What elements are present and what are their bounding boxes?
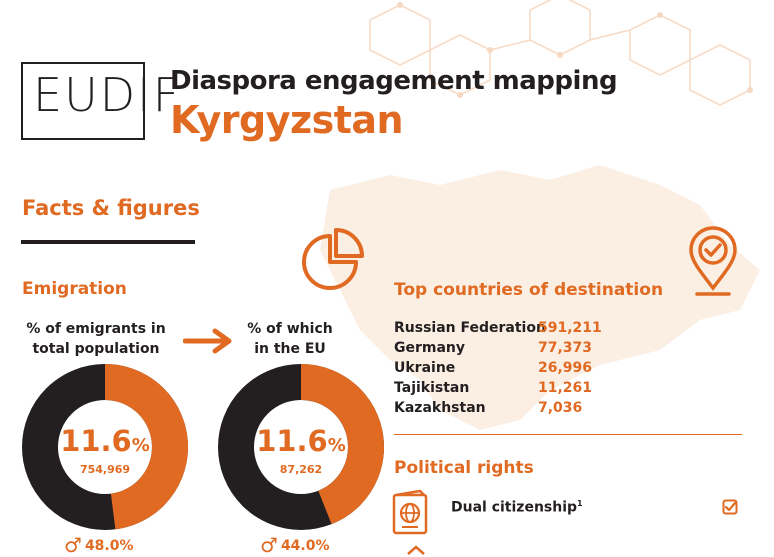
male-share-total: ♂ 48.0%: [64, 533, 134, 557]
destination-count: 77,373: [538, 340, 593, 356]
footnote-marker: 1: [577, 499, 583, 508]
destination-country: Tajikistan: [394, 380, 470, 396]
eu-label-line1: % of which: [247, 321, 333, 337]
page-title: Kyrgyzstan: [170, 98, 404, 142]
total-percent: 11.6%: [20, 424, 190, 458]
destination-count: 26,996: [538, 360, 593, 376]
destination-count: 591,211: [538, 320, 602, 336]
eu-share-label: % of which in the EU: [226, 319, 354, 359]
passport-icon: [392, 489, 428, 535]
political-rights-heading: Political rights: [394, 458, 534, 478]
pie-chart-icon: [302, 228, 364, 290]
section-divider: [394, 434, 742, 435]
destination-country: Kazakhstan: [394, 400, 486, 416]
destination-country: Russian Federation: [394, 320, 546, 336]
destinations-heading: Top countries of destination: [394, 280, 664, 300]
page-subtitle: Diaspora engagement mapping: [170, 66, 618, 96]
next-item-icon: [407, 545, 425, 555]
section-title: Facts & figures: [22, 196, 200, 220]
eu-label-line2: in the EU: [254, 341, 326, 357]
list-item: Russian Federation 591,211: [394, 320, 614, 340]
donut-share-arc: [300, 364, 384, 525]
destination-country: Ukraine: [394, 360, 456, 376]
emigration-heading: Emigration: [22, 279, 127, 299]
kyrgyzstan-map-silhouette: [320, 165, 760, 430]
donut-chart: [218, 364, 384, 530]
location-pin-check-icon: [689, 226, 737, 296]
destination-country: Germany: [394, 340, 466, 356]
destination-count: 7,036: [538, 400, 583, 416]
eu-percent: 11.6%: [216, 424, 386, 458]
dual-citizenship-text: Dual citizenship: [451, 499, 578, 516]
eu-percent-value: 11.6: [256, 424, 328, 458]
list-item: Germany 77,373: [394, 340, 614, 360]
dual-citizenship-label: Dual citizenship1: [451, 499, 583, 516]
total-percent-sign: %: [131, 435, 150, 456]
emigrants-total-donut: 11.6% 754,969: [20, 362, 190, 532]
network-background-decoration: [369, 0, 753, 106]
male-symbol-icon: ♂: [260, 533, 278, 557]
total-label-line2: total population: [32, 341, 160, 357]
total-label-line1: % of emigrants in: [26, 321, 166, 337]
eu-percent-sign: %: [327, 435, 346, 456]
total-population-label: % of emigrants in total population: [22, 319, 170, 359]
total-percent-value: 11.6: [60, 424, 132, 458]
list-item: Ukraine 26,996: [394, 360, 614, 380]
total-count: 754,969: [79, 463, 131, 476]
emigrants-eu-donut: 11.6% 87,262: [216, 362, 386, 532]
eu-count: 87,262: [279, 463, 323, 476]
destinations-list: Russian Federation 591,211 Germany 77,37…: [394, 320, 614, 420]
male-symbol-icon: ♂: [64, 533, 82, 557]
male-share-eu: ♂ 44.0%: [260, 533, 330, 557]
checkbox-checked-icon: [722, 499, 738, 515]
list-item: Kazakhstan 7,036: [394, 400, 614, 420]
male-share-total-value: 48.0%: [84, 538, 134, 554]
male-share-eu-value: 44.0%: [280, 538, 330, 554]
donut-chart: [22, 364, 188, 530]
eudif-logo: EUDIF: [21, 62, 179, 140]
donut-share-arc: [104, 364, 188, 530]
logo-text: EUDIF: [33, 68, 182, 122]
arrow-right-icon: [183, 328, 232, 354]
list-item: Tajikistan 11,261: [394, 380, 614, 400]
section-divider: [21, 240, 195, 244]
destination-count: 11,261: [538, 380, 593, 396]
